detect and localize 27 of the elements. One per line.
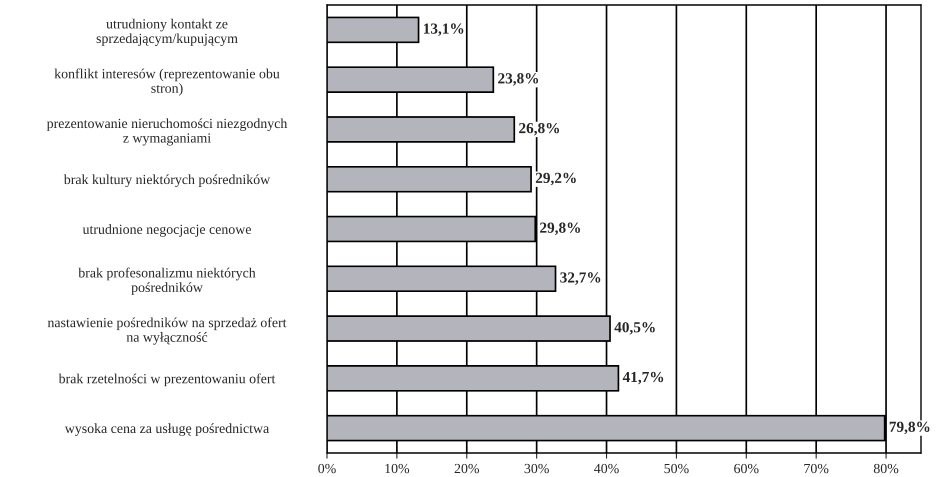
y-tick-label: wysoka cena za usługę pośrednictwa xyxy=(64,423,270,436)
y-tick-label: brak kultury niektórych pośredników xyxy=(64,174,270,188)
data-label: 23,8% xyxy=(498,73,538,86)
data-label: 32,7% xyxy=(560,272,600,285)
x-tick-label: 70% xyxy=(804,464,828,474)
x-tick-label: 40% xyxy=(594,464,619,474)
x-tick-label: 10% xyxy=(385,464,410,474)
data-label: 26,8% xyxy=(519,122,560,136)
y-tick-label: brak profesonalizmu niektórych pośredników xyxy=(78,268,256,295)
y-tick-label: utrudnione negocjacje cenowe xyxy=(82,224,251,237)
x-tick-label: 80% xyxy=(874,464,898,474)
y-tick-label: utrudniony kontakt ze sprzedającym/kupującym xyxy=(96,18,238,46)
x-tick-label: 60% xyxy=(734,464,759,474)
y-tick-label: nastawienie pośredników na sprzedaż ofert na wyłączność xyxy=(48,317,286,345)
y-tick-label: prezentowanie nieruchomości niezgodnych z wymaganiami xyxy=(46,118,288,146)
data-label: 79,8% xyxy=(890,422,930,434)
data-label: 13,1% xyxy=(424,23,464,36)
y-tick-label: konflikt interesów (reprezentowanie obu stron) xyxy=(54,68,280,96)
x-tick-label: 20% xyxy=(454,464,480,474)
x-tick-label: 0% xyxy=(318,464,336,474)
x-tick-label: 50% xyxy=(664,464,689,474)
data-label: 29,8% xyxy=(540,222,580,236)
data-label: 40,5% xyxy=(614,322,655,335)
y-tick-label: brak rzetelności w prezentowaniu ofert xyxy=(58,373,276,386)
data-label: 29,2% xyxy=(536,172,576,186)
data-label: 41,7% xyxy=(622,372,664,384)
x-tick-label: 30% xyxy=(524,464,549,474)
